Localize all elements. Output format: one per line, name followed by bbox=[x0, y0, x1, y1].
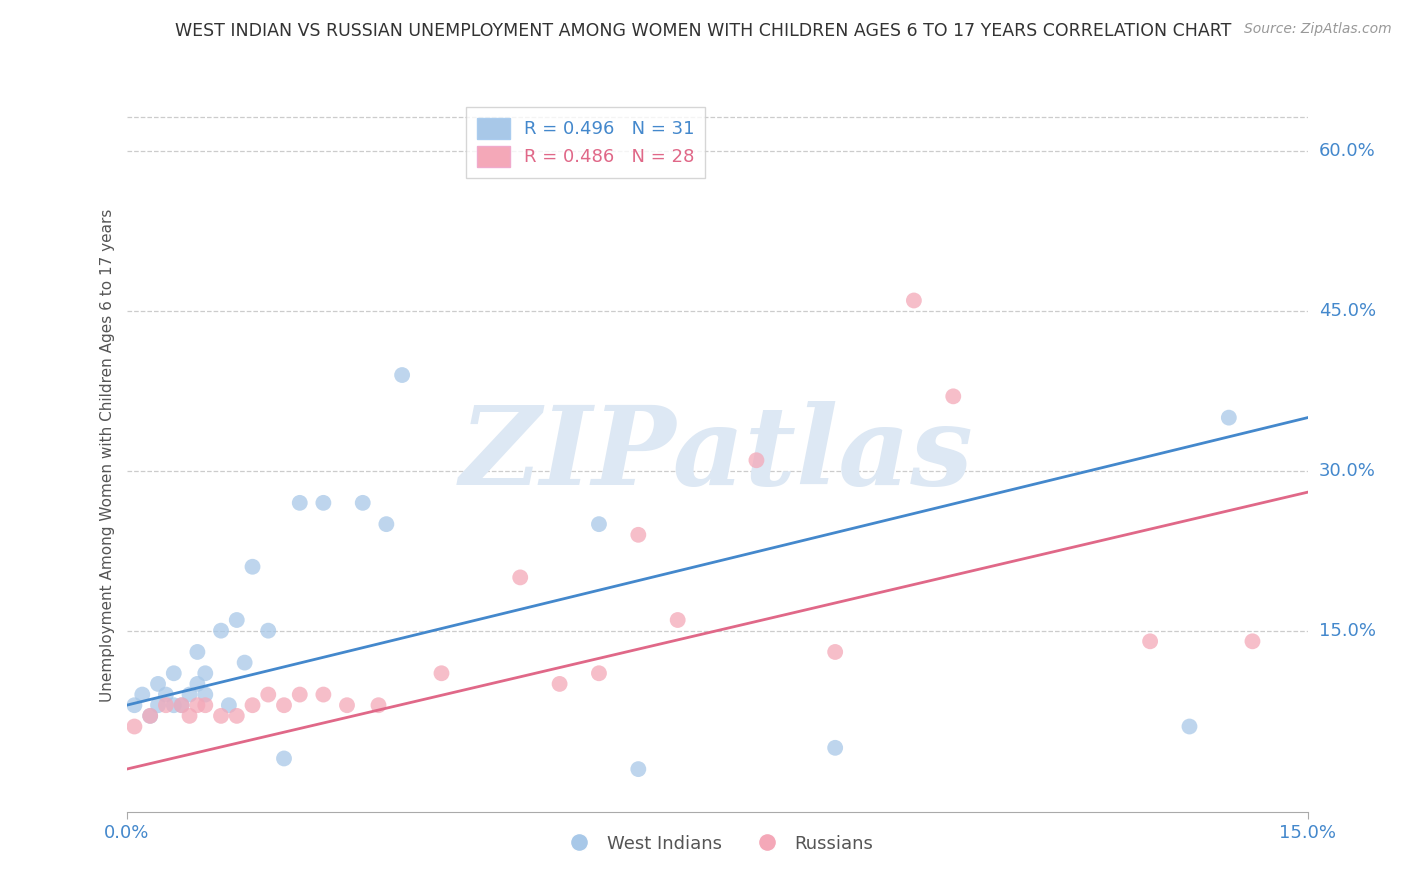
Point bbox=[824, 645, 846, 659]
Point bbox=[242, 559, 264, 574]
Point bbox=[155, 688, 177, 702]
Point bbox=[209, 624, 232, 638]
Point bbox=[139, 709, 162, 723]
Point bbox=[1139, 634, 1161, 648]
Point bbox=[186, 698, 208, 713]
Text: 60.0%: 60.0% bbox=[1319, 143, 1375, 161]
Point bbox=[124, 698, 146, 713]
Point bbox=[312, 496, 335, 510]
Point bbox=[194, 688, 217, 702]
Point bbox=[942, 389, 965, 403]
Point bbox=[146, 698, 169, 713]
Point bbox=[627, 762, 650, 776]
Text: Source: ZipAtlas.com: Source: ZipAtlas.com bbox=[1244, 22, 1392, 37]
Point bbox=[1178, 719, 1201, 733]
Point bbox=[273, 751, 295, 765]
Point bbox=[170, 698, 193, 713]
Point bbox=[745, 453, 768, 467]
Point bbox=[186, 677, 208, 691]
Point bbox=[225, 709, 247, 723]
Point bbox=[288, 496, 311, 510]
Point bbox=[312, 688, 335, 702]
Point bbox=[170, 698, 193, 713]
Point bbox=[1241, 634, 1264, 648]
Legend: West Indians, Russians: West Indians, Russians bbox=[554, 828, 880, 860]
Point bbox=[391, 368, 413, 382]
Point bbox=[588, 666, 610, 681]
Point bbox=[257, 688, 280, 702]
Point bbox=[430, 666, 453, 681]
Point bbox=[209, 709, 232, 723]
Point bbox=[225, 613, 247, 627]
Text: 45.0%: 45.0% bbox=[1319, 302, 1376, 320]
Point bbox=[146, 677, 169, 691]
Text: 30.0%: 30.0% bbox=[1319, 462, 1375, 480]
Point bbox=[509, 570, 531, 584]
Text: ZIPatlas: ZIPatlas bbox=[460, 401, 974, 508]
Point bbox=[139, 709, 162, 723]
Point bbox=[218, 698, 240, 713]
Point bbox=[163, 698, 186, 713]
Point bbox=[903, 293, 925, 308]
Text: 15.0%: 15.0% bbox=[1319, 622, 1375, 640]
Point bbox=[352, 496, 374, 510]
Point bbox=[179, 688, 201, 702]
Point bbox=[666, 613, 689, 627]
Point bbox=[367, 698, 389, 713]
Y-axis label: Unemployment Among Women with Children Ages 6 to 17 years: Unemployment Among Women with Children A… bbox=[100, 208, 115, 702]
Point bbox=[194, 698, 217, 713]
Point bbox=[155, 698, 177, 713]
Point bbox=[288, 688, 311, 702]
Point bbox=[824, 740, 846, 755]
Point bbox=[242, 698, 264, 713]
Point bbox=[163, 666, 186, 681]
Point bbox=[627, 528, 650, 542]
Point bbox=[186, 645, 208, 659]
Point bbox=[375, 517, 398, 532]
Point bbox=[273, 698, 295, 713]
Point bbox=[194, 666, 217, 681]
Point bbox=[1218, 410, 1240, 425]
Point bbox=[179, 709, 201, 723]
Point bbox=[257, 624, 280, 638]
Point bbox=[233, 656, 256, 670]
Point bbox=[588, 517, 610, 532]
Point bbox=[336, 698, 359, 713]
Point bbox=[124, 719, 146, 733]
Point bbox=[548, 677, 571, 691]
Text: WEST INDIAN VS RUSSIAN UNEMPLOYMENT AMONG WOMEN WITH CHILDREN AGES 6 TO 17 YEARS: WEST INDIAN VS RUSSIAN UNEMPLOYMENT AMON… bbox=[174, 22, 1232, 40]
Point bbox=[131, 688, 153, 702]
